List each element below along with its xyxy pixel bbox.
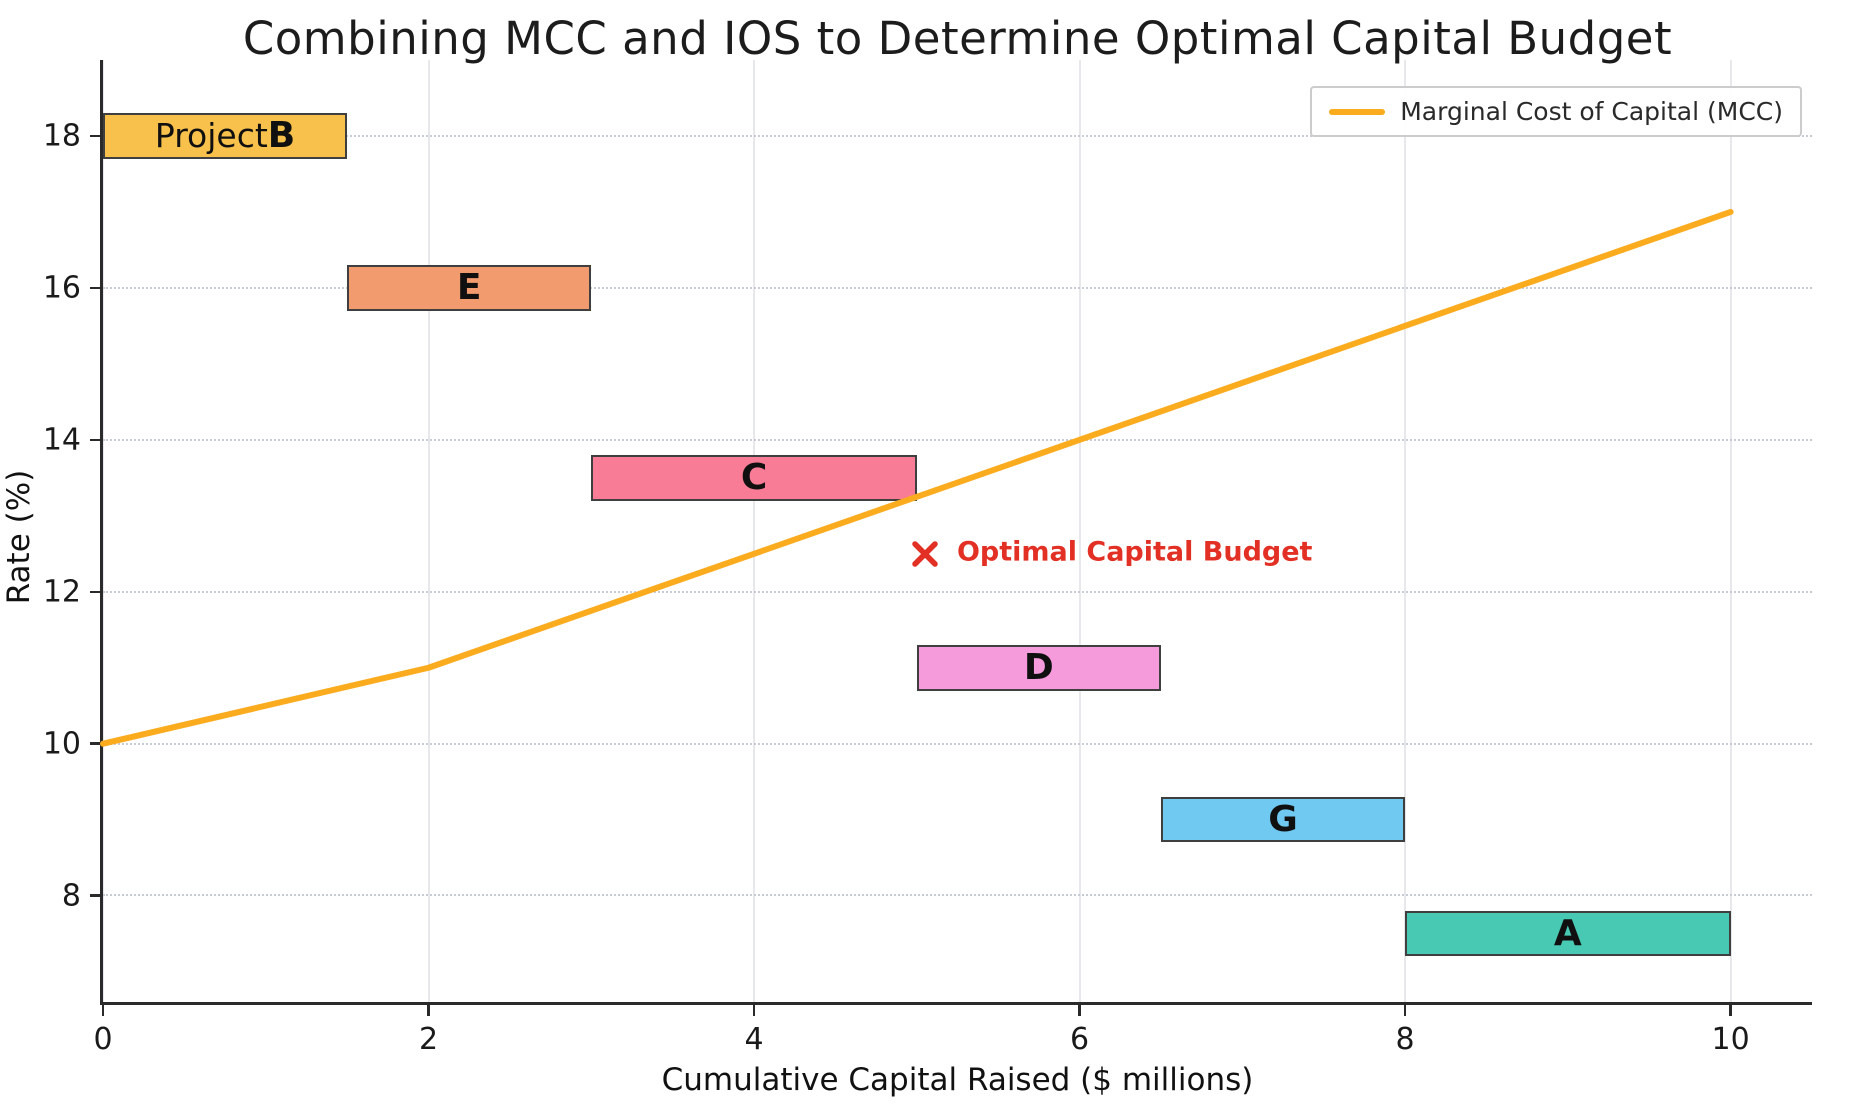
y-gridline bbox=[103, 438, 1812, 441]
project-box-letter: G bbox=[1268, 799, 1298, 841]
x-tick bbox=[1078, 1005, 1081, 1016]
x-tick bbox=[752, 1005, 756, 1016]
project-box-e: E bbox=[347, 265, 592, 311]
x-tick bbox=[1729, 1005, 1732, 1016]
x-tick bbox=[101, 1005, 105, 1016]
legend: Marginal Cost of Capital (MCC) bbox=[1310, 86, 1802, 137]
y-tick bbox=[90, 134, 100, 138]
x-tick-label: 0 bbox=[93, 1022, 113, 1057]
x-tick-label: 8 bbox=[1395, 1022, 1415, 1057]
x-tick bbox=[427, 1005, 430, 1016]
project-box-letter: C bbox=[740, 457, 768, 499]
project-box-letter: E bbox=[456, 267, 482, 309]
mcc-legend-label: Marginal Cost of Capital (MCC) bbox=[1400, 97, 1783, 126]
y-tick bbox=[90, 438, 100, 442]
x-gridline bbox=[1078, 60, 1081, 1002]
y-axis-spine bbox=[100, 60, 103, 1005]
x-axis-label: Cumulative Capital Raised ($ millions) bbox=[661, 1062, 1254, 1098]
project-box-letter: D bbox=[1023, 647, 1054, 689]
project-box-a: A bbox=[1405, 910, 1731, 957]
optimal-budget-annotation: Optimal Capital Budget bbox=[956, 536, 1313, 568]
x-gridline bbox=[427, 60, 430, 1002]
x-tick-label: 10 bbox=[1711, 1022, 1750, 1057]
optimal-marker-icon bbox=[912, 541, 938, 567]
plot-area: Project B E C D G A Optima bbox=[43, 60, 1812, 1057]
x-gridline bbox=[102, 60, 104, 1002]
x-gridline bbox=[753, 60, 756, 1002]
y-tick-label: 12 bbox=[42, 574, 81, 610]
y-gridline bbox=[103, 742, 1812, 745]
y-axis-label: Rate (%) bbox=[1, 469, 37, 605]
x-tick-label: 2 bbox=[418, 1022, 439, 1057]
x-axis-spine bbox=[100, 1002, 1812, 1005]
project-box-g: G bbox=[1160, 796, 1406, 843]
y-gridline bbox=[103, 134, 1812, 137]
x-tick-label: 6 bbox=[1070, 1022, 1090, 1057]
x-tick-label: 4 bbox=[744, 1022, 764, 1057]
y-gridline bbox=[103, 286, 1812, 289]
y-gridline bbox=[103, 894, 1812, 897]
chart-title: Combining MCC and IOS to Determine Optim… bbox=[242, 12, 1673, 65]
project-box-b: Project B bbox=[103, 113, 348, 159]
y-tick bbox=[90, 742, 100, 745]
mcc-line bbox=[100, 208, 1734, 747]
project-box-d: D bbox=[916, 644, 1161, 691]
project-box-letter: A bbox=[1553, 913, 1582, 955]
y-tick-label: 16 bbox=[42, 270, 81, 306]
project-box-label-prefix: Project bbox=[154, 116, 268, 156]
y-tick bbox=[90, 590, 100, 594]
project-box-c: C bbox=[591, 455, 917, 501]
y-tick-label: 18 bbox=[42, 118, 81, 154]
x-tick bbox=[1403, 1005, 1407, 1016]
y-tick-label: 8 bbox=[61, 878, 81, 914]
y-tick-label: 10 bbox=[42, 726, 81, 762]
y-tick bbox=[90, 894, 100, 897]
x-gridline bbox=[1729, 60, 1732, 1002]
mcc-legend-swatch-icon bbox=[1329, 108, 1386, 115]
y-gridline bbox=[103, 590, 1812, 593]
y-tick bbox=[90, 286, 100, 290]
x-gridline bbox=[1404, 60, 1407, 1002]
y-tick-label: 14 bbox=[42, 422, 81, 458]
project-box-letter: B bbox=[267, 115, 296, 157]
